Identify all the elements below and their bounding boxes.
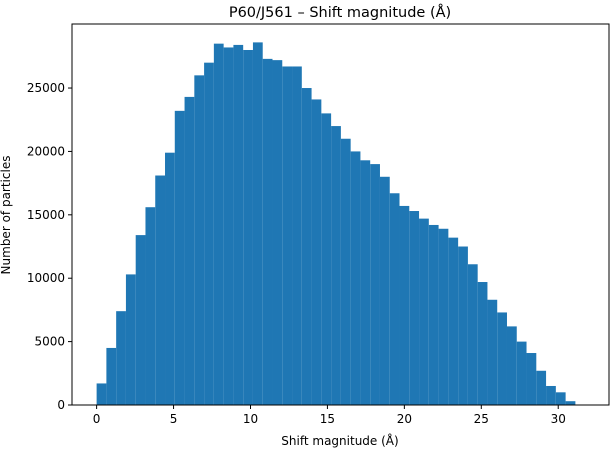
- bar: [477, 282, 488, 405]
- bar: [262, 58, 273, 406]
- bar: [467, 264, 478, 405]
- bar: [321, 113, 332, 406]
- y-tick-label: 25000: [27, 81, 65, 95]
- bar: [399, 205, 410, 405]
- chart-title: P60/J561 – Shift magnitude (Å): [229, 4, 451, 21]
- y-tick-label: 0: [57, 398, 65, 412]
- bar: [360, 160, 371, 405]
- bar: [213, 43, 224, 405]
- bar: [536, 370, 547, 405]
- bar: [419, 218, 429, 405]
- bar: [389, 193, 400, 405]
- bar: [370, 164, 380, 405]
- bar: [282, 66, 293, 405]
- bar: [135, 235, 146, 405]
- bar: [555, 392, 566, 405]
- bar: [204, 62, 214, 406]
- bar: [340, 138, 351, 405]
- bar: [506, 326, 517, 405]
- bar: [301, 88, 312, 405]
- bar: [106, 347, 117, 405]
- bar: [458, 246, 468, 405]
- bar: [487, 299, 498, 405]
- x-tick-label: 20: [397, 412, 412, 426]
- bar: [194, 75, 205, 405]
- y-axis-label: Number of particles: [0, 156, 13, 275]
- bar: [526, 353, 537, 405]
- bar: [516, 341, 527, 405]
- bar: [233, 44, 244, 405]
- bar: [409, 211, 420, 405]
- bar: [428, 224, 439, 405]
- bar: [96, 383, 107, 405]
- bar: [438, 228, 449, 405]
- y-tick-label: 20000: [27, 144, 65, 158]
- bar: [223, 47, 234, 406]
- bar: [546, 385, 556, 405]
- bar: [448, 237, 459, 405]
- bar: [125, 274, 136, 405]
- x-tick-label: 25: [474, 412, 489, 426]
- bar: [243, 49, 253, 406]
- x-tick-label: 0: [93, 412, 101, 426]
- x-axis-label: Shift magnitude (Å): [281, 433, 398, 448]
- bar: [145, 207, 156, 405]
- x-tick-label: 30: [551, 412, 566, 426]
- bar: [311, 99, 322, 405]
- bar: [350, 151, 361, 405]
- bar: [174, 110, 185, 405]
- y-tick-label: 10000: [27, 271, 65, 285]
- y-tick-label: 5000: [34, 335, 65, 349]
- y-tick-label: 15000: [27, 208, 65, 222]
- x-tick-label: 5: [170, 412, 178, 426]
- bar: [272, 60, 283, 406]
- bar: [497, 312, 507, 405]
- bar: [165, 152, 175, 405]
- bar: [379, 176, 390, 405]
- bar: [565, 401, 576, 405]
- bar: [116, 311, 126, 405]
- x-tick-label: 10: [243, 412, 258, 426]
- x-tick-label: 15: [320, 412, 335, 426]
- bar: [331, 126, 341, 406]
- bar: [155, 175, 166, 405]
- bar: [184, 96, 195, 405]
- bar: [252, 42, 263, 405]
- bar: [292, 66, 302, 405]
